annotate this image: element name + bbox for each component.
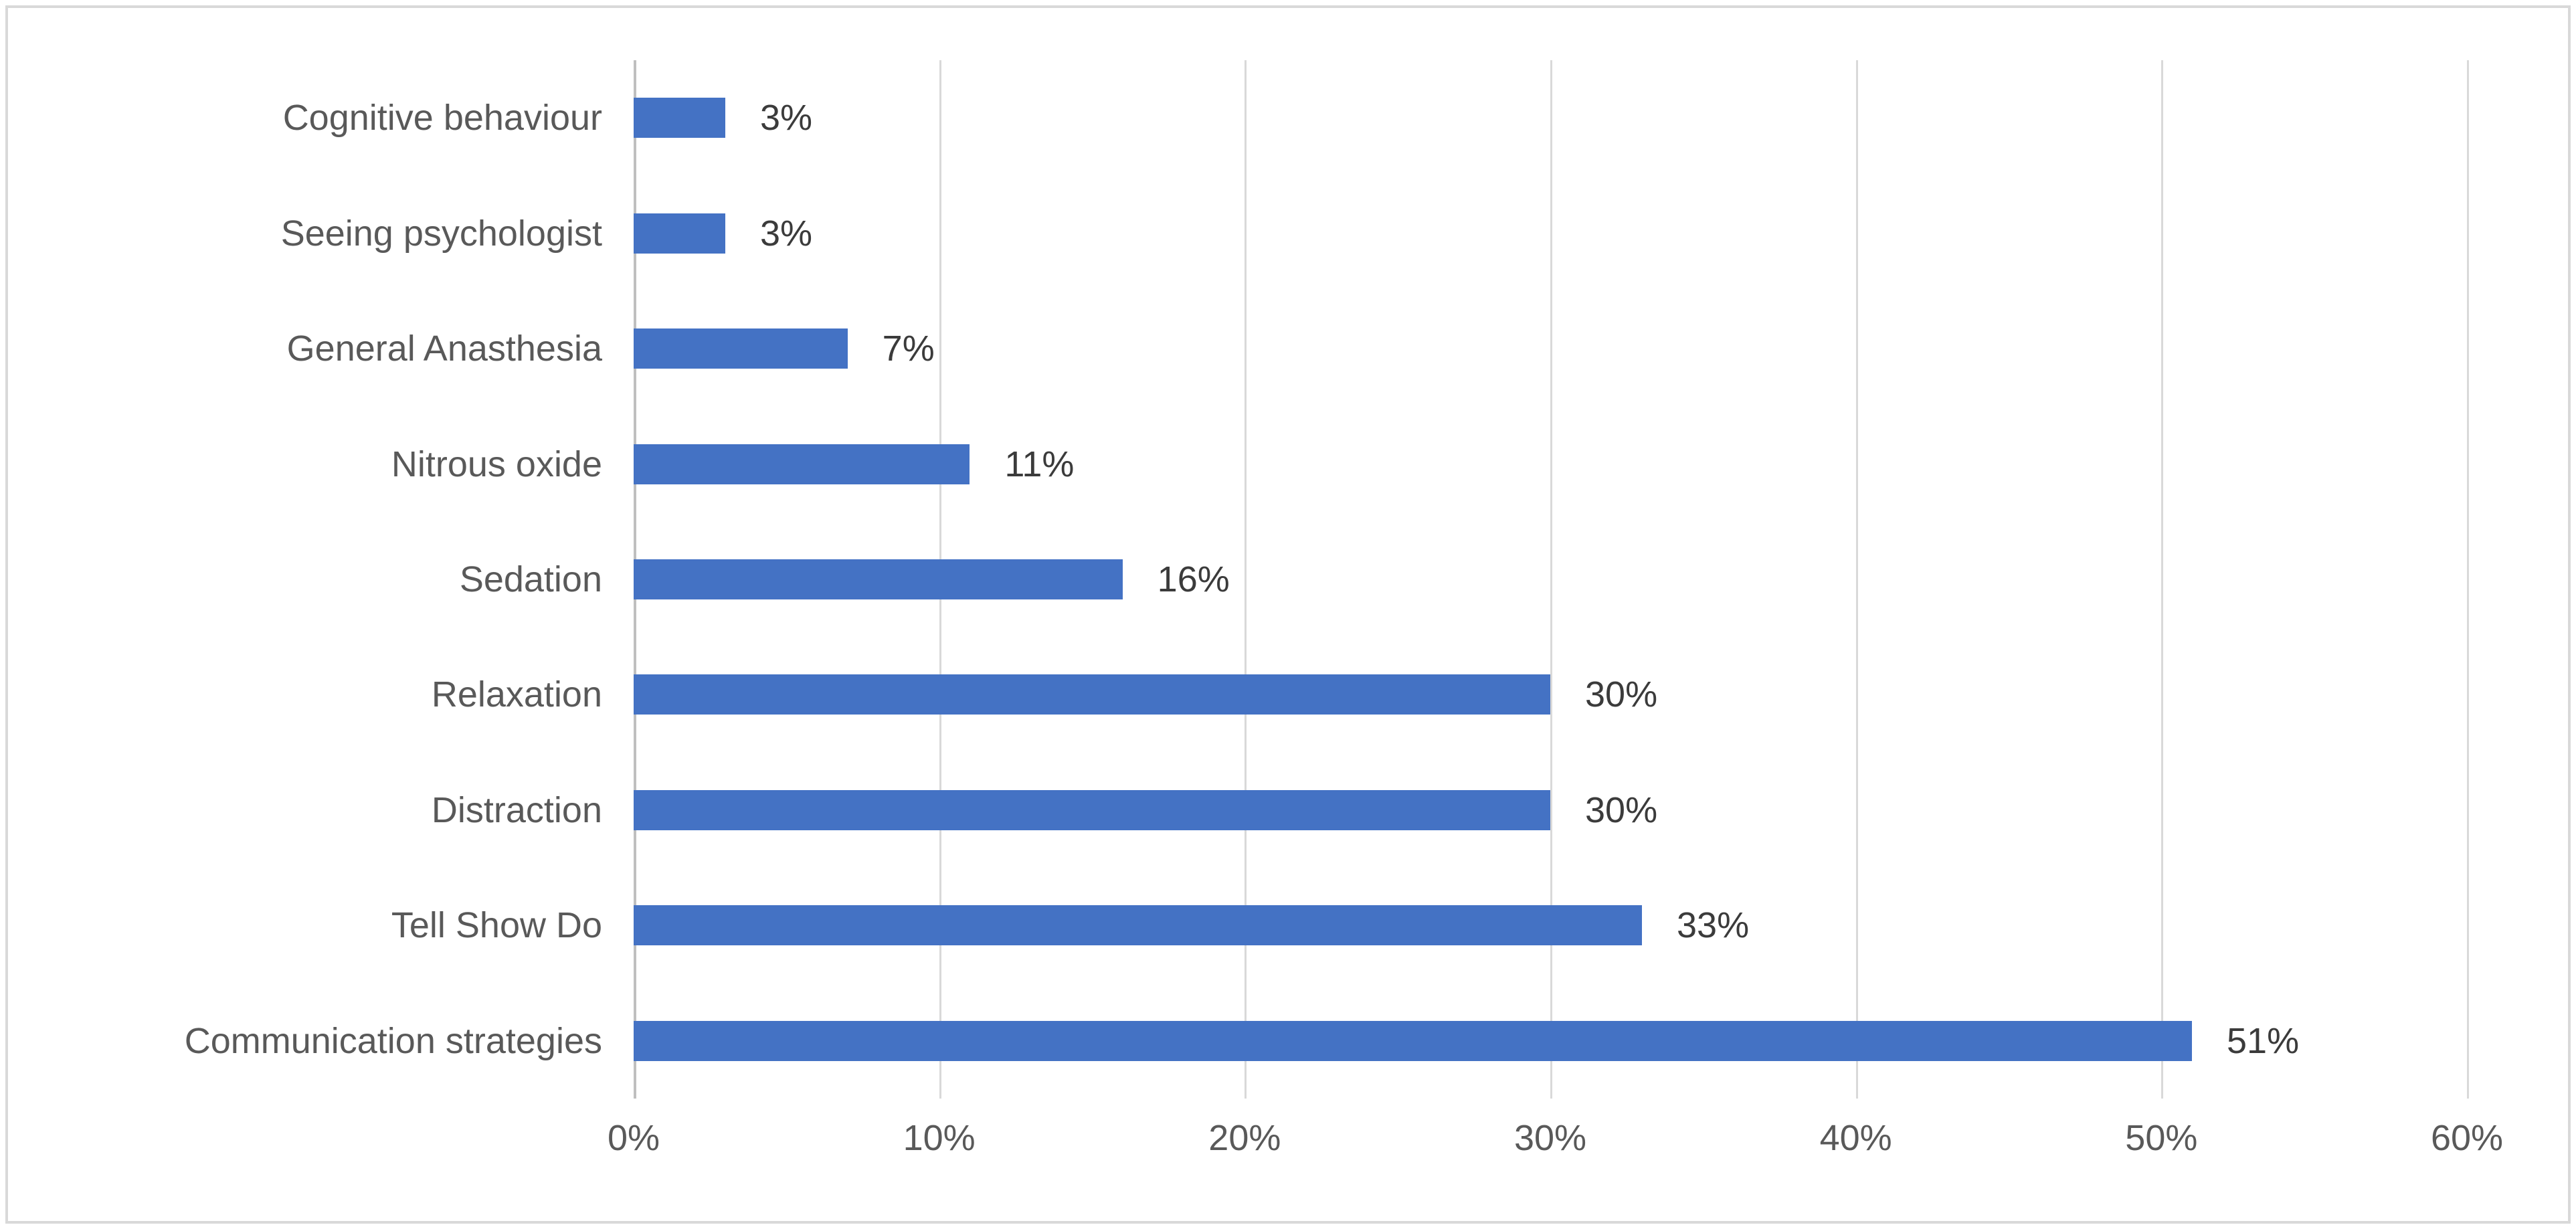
plot-area: 3% 3% 7% 11% 16% 30% 30% 33% 51% — [634, 60, 2469, 1099]
bar — [634, 328, 848, 369]
category-label: Sedation — [459, 559, 602, 599]
bar — [634, 905, 1642, 946]
bar-value-label: 7% — [882, 328, 935, 369]
category-label: General Anasthesia — [286, 328, 602, 369]
bar-value-label: 3% — [760, 213, 813, 254]
category-label: Communication strategies — [184, 1020, 602, 1061]
bar-value-label: 16% — [1157, 559, 1230, 599]
bar-row: 3% — [634, 175, 2467, 290]
x-axis-tick-label: 10% — [903, 1118, 976, 1158]
gridline — [1550, 60, 1552, 1099]
chart-frame — [5, 5, 2571, 1224]
bar-value-label: 3% — [760, 98, 813, 138]
x-axis-tick-label: 40% — [1819, 1118, 1892, 1158]
gridline — [1245, 60, 1247, 1099]
gridline — [2161, 60, 2164, 1099]
bar — [634, 674, 1550, 715]
bar-row: 51% — [634, 983, 2467, 1099]
bar — [634, 213, 725, 254]
bar-row: 11% — [634, 406, 2467, 521]
category-label: Distraction — [431, 789, 602, 830]
bar — [634, 444, 970, 484]
x-axis-tick-label: 60% — [2430, 1118, 2504, 1158]
bar-row: 30% — [634, 753, 2467, 868]
bar — [634, 789, 1550, 830]
category-axis: Cognitive behaviour Seeing psychologist Ge… — [0, 60, 602, 1099]
category-label: Relaxation — [431, 674, 602, 715]
bar-row: 30% — [634, 637, 2467, 752]
category-label: Tell Show Do — [391, 905, 602, 946]
category-label: Seeing psychologist — [280, 213, 602, 254]
x-axis-tick-label: 0% — [607, 1118, 660, 1158]
gridline — [2467, 60, 2469, 1099]
category-label: Cognitive behaviour — [282, 98, 602, 138]
bar-value-label: 30% — [1585, 789, 1658, 830]
bar — [634, 98, 725, 138]
bar-row: 33% — [634, 868, 2467, 983]
x-axis-tick-label: 30% — [1513, 1118, 1587, 1158]
category-label: Nitrous oxide — [391, 444, 602, 484]
bar — [634, 1020, 2192, 1061]
bar-value-label: 30% — [1585, 674, 1658, 715]
bar-row: 3% — [634, 60, 2467, 175]
bar-value-label: 51% — [2227, 1020, 2300, 1061]
bar-value-label: 11% — [1004, 444, 1075, 484]
x-axis-tick-label: 20% — [1208, 1118, 1281, 1158]
bar-value-label: 33% — [1677, 905, 1750, 946]
bar-row: 7% — [634, 291, 2467, 406]
gridline — [1855, 60, 1858, 1099]
value-axis: 0% 10% 20% 30% 40% 50% 60% — [608, 1115, 2503, 1161]
x-axis-tick-label: 50% — [2125, 1118, 2198, 1158]
bar — [634, 559, 1123, 599]
bar-row: 16% — [634, 522, 2467, 637]
